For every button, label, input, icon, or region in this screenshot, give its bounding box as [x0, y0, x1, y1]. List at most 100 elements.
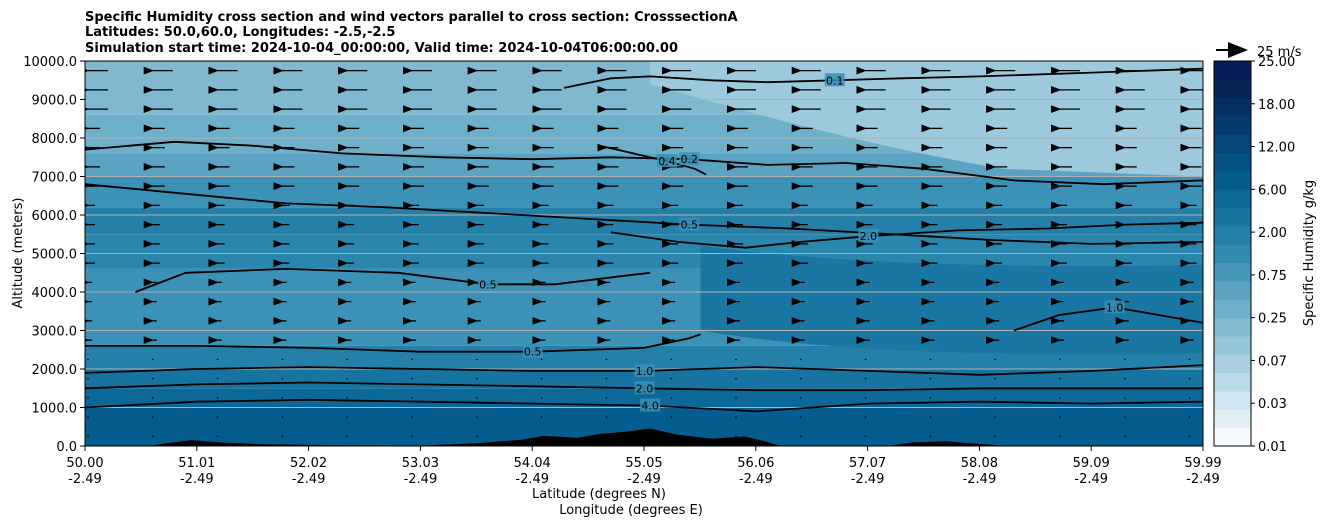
wind-vector — [864, 377, 867, 380]
x-tick-label-lat: 59.09 — [1073, 456, 1110, 471]
wind-vector — [87, 435, 89, 438]
wind-vector — [929, 416, 932, 418]
colorbar-swatch — [1214, 281, 1251, 300]
wind-vector — [87, 416, 89, 418]
wind-vector — [216, 358, 219, 361]
wind-vector — [87, 377, 89, 380]
wind-vector — [670, 397, 672, 399]
wind-vector — [800, 358, 802, 361]
contour-label-bg — [824, 73, 845, 87]
x-axis-label-latitude: Latitude (degrees N) — [532, 487, 666, 502]
colorbar-swatch — [1214, 372, 1251, 392]
wind-vector — [152, 377, 154, 380]
colorbar-swatch — [1214, 97, 1251, 117]
colorbar-swatch — [1214, 409, 1251, 429]
wind-vector — [994, 435, 996, 438]
colorbar-swatch — [1214, 152, 1251, 172]
contour-label: 0.5 — [524, 346, 542, 359]
wind-vector — [346, 435, 349, 438]
contour-lines — [85, 67, 1203, 413]
x-tick-label-lat: 59.99 — [1184, 456, 1221, 471]
chart-title-line-1: Specific Humidity cross section and wind… — [85, 10, 738, 25]
wind-vector — [346, 358, 349, 361]
contour-label-bg — [522, 344, 543, 358]
moist-region — [700, 245, 1203, 355]
contour-label-bg — [679, 217, 700, 231]
colorbar-swatch — [1214, 244, 1251, 264]
wind-vector — [800, 377, 802, 380]
wind-key: 25 m/s — [1216, 42, 1302, 60]
wind-vector — [735, 416, 737, 418]
terrain — [85, 428, 1203, 446]
x-tick-label-lon: -2.49 — [404, 472, 438, 487]
wind-key-label: 25 m/s — [1257, 45, 1302, 60]
contour-label: 0.2 — [681, 153, 699, 166]
wind-vector — [994, 358, 996, 361]
colorbar-tick-label: 0.07 — [1258, 354, 1287, 369]
wind-vector — [476, 416, 478, 418]
wind-vector — [994, 377, 996, 380]
colorbar-swatch — [1214, 79, 1251, 99]
y-tick-label: 1000.0 — [32, 402, 78, 417]
contour-label: 0.5 — [479, 278, 497, 291]
wind-vector — [605, 358, 608, 361]
y-tick-label: 7000.0 — [32, 171, 78, 186]
wind-vector — [1188, 416, 1191, 418]
wind-vector — [864, 358, 867, 361]
terrain-profile — [85, 428, 1203, 446]
wind-vector — [1124, 416, 1126, 418]
contour-label-bg — [477, 277, 498, 291]
wind-vector — [670, 377, 672, 380]
x-tick-label-lon: -2.49 — [851, 472, 885, 487]
contour-label-bg — [634, 381, 655, 395]
wind-vector — [281, 416, 284, 418]
x-axis: 50.00-2.4951.01-2.4952.02-2.4953.03-2.49… — [66, 446, 1222, 487]
y-axis: 0.0 1000.0 2000.0 3000.0 4000.0 5000.0 6000.0 7… — [23, 55, 85, 455]
y-tick-label: 10000.0 — [23, 55, 77, 70]
wind-vector — [605, 377, 608, 380]
wind-vector — [540, 416, 543, 418]
contour-label-bg — [656, 154, 677, 168]
colorbar-tick-label: 2.00 — [1258, 226, 1287, 241]
colorbar-swatch — [1214, 189, 1251, 209]
contour-label-bg — [640, 398, 661, 412]
y-tick-label: 3000.0 — [32, 325, 78, 340]
colorbar-swatch — [1214, 134, 1251, 154]
wind-vector — [152, 358, 154, 361]
contour-label-bg — [679, 152, 700, 166]
wind-vector — [281, 358, 284, 361]
wind-vector — [540, 377, 543, 380]
x-tick-label-lon: -2.49 — [739, 472, 773, 487]
wind-vector — [1124, 397, 1126, 399]
wind-vector — [864, 416, 867, 418]
wind-vector — [1059, 377, 1061, 380]
wind-vector — [152, 435, 154, 438]
wind-vector — [476, 397, 478, 399]
contour-line-0.1 — [563, 67, 1203, 89]
wind-vector — [1059, 435, 1061, 438]
x-tick-label-lat: 52.02 — [290, 456, 327, 471]
colorbar-frame — [1213, 60, 1252, 447]
colorbar-tick-label: 0.25 — [1258, 312, 1287, 327]
contour-label-bg — [858, 229, 879, 243]
x-tick-label-lon: -2.49 — [180, 472, 214, 487]
contour-label: 0.1 — [826, 74, 844, 87]
wind-vector — [800, 416, 802, 418]
x-tick-label-lat: 58.08 — [961, 456, 998, 471]
y-tick-label: 5000.0 — [32, 248, 78, 263]
x-tick-label-lat: 55.05 — [625, 456, 662, 471]
y-tick-label: 0.0 — [56, 440, 77, 455]
wind-vector — [281, 397, 284, 399]
wind-vector — [346, 377, 349, 380]
wind-vector — [1188, 358, 1191, 361]
wind-vector — [864, 397, 867, 399]
wind-vector — [216, 435, 219, 438]
x-tick-label-lon: -2.49 — [515, 472, 549, 487]
colorbar-tick-label: 0.01 — [1258, 440, 1287, 455]
colorbar-swatch — [1214, 336, 1251, 355]
x-tick-label-lon: -2.49 — [1186, 472, 1220, 487]
contour-line-0.5 — [85, 333, 701, 353]
x-tick-label-lon: -2.49 — [292, 472, 326, 487]
x-tick-label-lon: -2.49 — [68, 472, 102, 487]
wind-vector — [1059, 416, 1061, 418]
